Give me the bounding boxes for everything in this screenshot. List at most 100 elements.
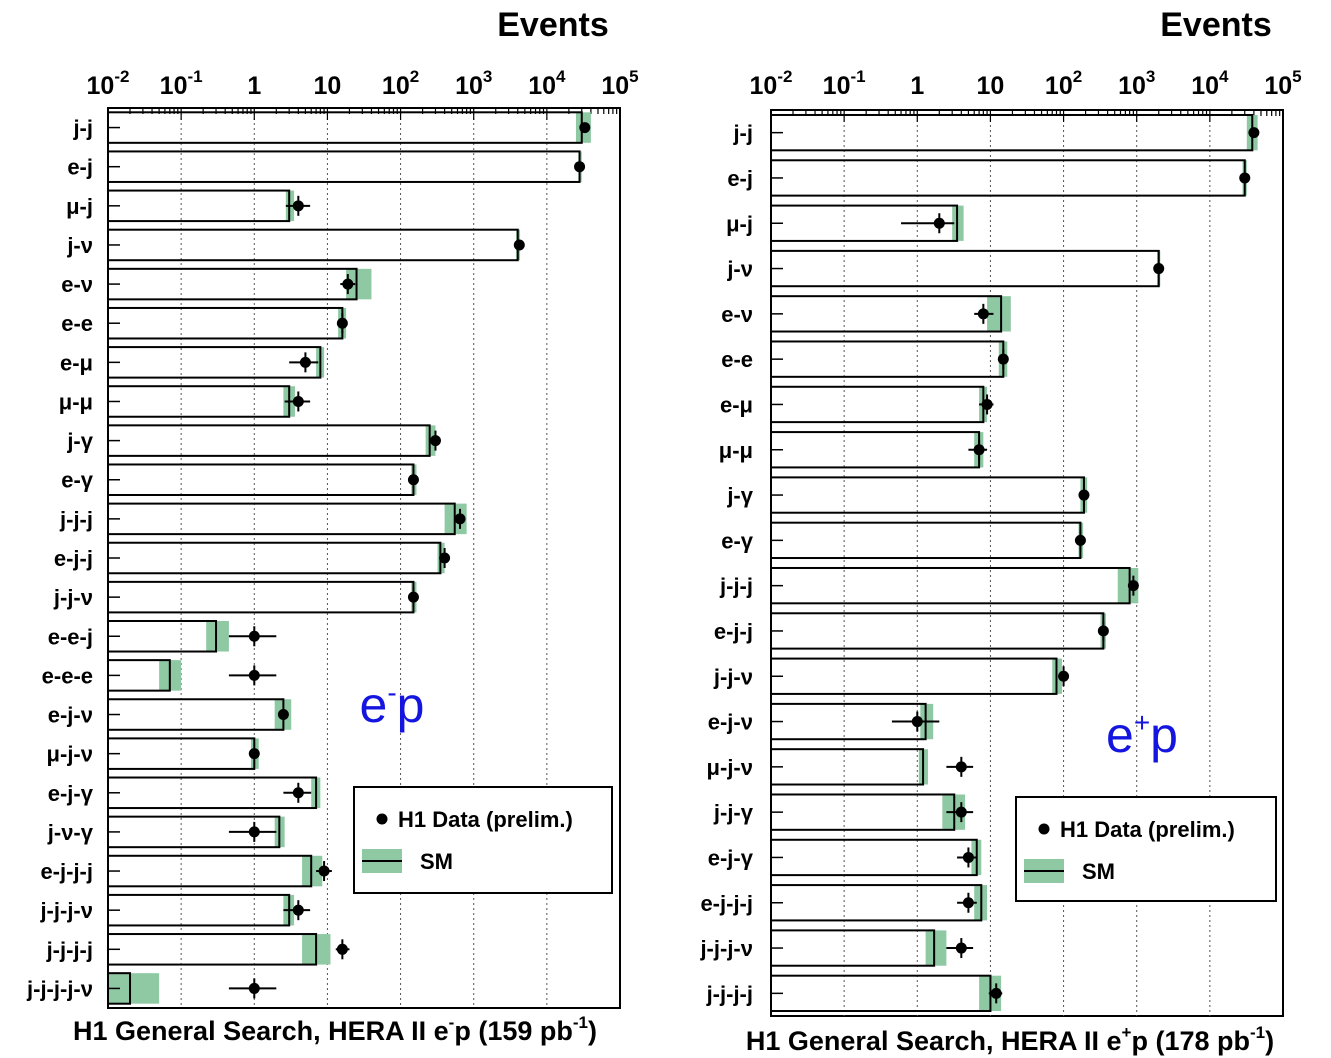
data-point	[1058, 670, 1070, 682]
data-point	[277, 709, 289, 721]
tick-label: 104	[1191, 67, 1229, 100]
tick-label: 1	[910, 72, 924, 100]
category-label: j-j-j-j-ν	[26, 976, 93, 1001]
category-label: j-γ	[726, 483, 753, 508]
data-point	[248, 630, 260, 642]
category-label: μ-j-ν	[47, 742, 93, 767]
beam-label: e-p	[360, 677, 425, 733]
legend-box	[353, 786, 613, 894]
category-label: e-j	[727, 166, 753, 191]
data-point	[990, 987, 1002, 999]
data-point	[292, 395, 304, 407]
data-point	[955, 761, 967, 773]
beam-label: e+p	[1106, 707, 1178, 763]
chart-panel-2: 10-2 10-1 1 10 102 103 104 105 Events j-j e-j μ-j j-…	[699, 6, 1301, 1056]
category-label: j-j-ν	[713, 664, 753, 689]
data-point	[973, 444, 985, 456]
category-label: j-j	[732, 121, 753, 146]
data-point	[955, 806, 967, 818]
footer-caption: H1 General Search, HERA II e-p (159 pb-1…	[73, 1013, 597, 1046]
tick-label: 102	[1045, 67, 1082, 100]
tick-label: 10-1	[823, 67, 866, 100]
data-point	[1248, 127, 1260, 139]
category-label: μ-μ	[59, 389, 93, 414]
legend-data-label: H1 Data (prelim.)	[398, 807, 573, 832]
data-point	[248, 982, 260, 994]
tick-label: 10-1	[160, 67, 203, 100]
data-point	[1078, 489, 1090, 501]
data-point	[439, 552, 451, 564]
data-point	[513, 239, 525, 251]
category-label: j-j-j-j	[46, 937, 93, 962]
data-point	[962, 851, 974, 863]
category-label: μ-j	[66, 194, 93, 219]
data-point	[574, 161, 586, 173]
sm-uncertainty-band	[987, 296, 1011, 332]
data-point	[955, 942, 967, 954]
tick-label: 103	[455, 67, 492, 100]
category-label: μ-j-ν	[707, 755, 753, 780]
category-label: e-j	[67, 155, 93, 180]
category-label: j-j-γ	[713, 800, 754, 825]
legend-data-marker	[376, 813, 388, 825]
data-point	[342, 278, 354, 290]
tick-label: 103	[1118, 67, 1155, 100]
legend-sm-label: SM	[420, 849, 453, 874]
tick-label: 10-2	[87, 67, 130, 100]
axis-title: Events	[497, 6, 609, 44]
category-label: e-j-j	[54, 546, 93, 571]
category-label: j-j-j	[59, 507, 93, 532]
legend-data-label: H1 Data (prelim.)	[1060, 817, 1235, 842]
data-point	[1153, 263, 1165, 275]
data-point	[579, 122, 591, 134]
data-point	[248, 669, 260, 681]
data-point	[318, 865, 330, 877]
tick-label: 105	[1264, 67, 1301, 100]
category-label: e-j-γ	[708, 845, 754, 870]
data-point	[407, 591, 419, 603]
category-label: j-γ	[66, 429, 93, 454]
legend-box	[1015, 796, 1277, 902]
category-label: j-ν-γ	[47, 820, 94, 845]
data-point	[336, 317, 348, 329]
axis-title: Events	[1160, 6, 1272, 44]
tick-label: 104	[528, 67, 566, 100]
data-point	[997, 353, 1009, 365]
category-label: e-j-j-j	[40, 859, 93, 884]
footer-caption: H1 General Search, HERA II e+p (178 pb-1…	[746, 1023, 1274, 1056]
category-label: e-μ	[60, 350, 93, 375]
category-label: j-j-j-ν	[699, 936, 753, 961]
sm-uncertainty-band	[206, 621, 229, 652]
category-label: j-j-ν	[53, 585, 93, 610]
data-point	[407, 474, 419, 486]
data-point	[933, 217, 945, 229]
data-point	[292, 787, 304, 799]
category-label: j-j-j-j	[706, 981, 753, 1006]
data-point	[1127, 580, 1139, 592]
category-label: e-μ	[720, 392, 753, 417]
tick-label: 10	[977, 72, 1005, 100]
category-label: e-j-ν	[48, 703, 93, 728]
category-label: e-j-γ	[48, 781, 94, 806]
category-label: e-e-e	[42, 663, 93, 688]
data-point	[962, 897, 974, 909]
category-label: e-γ	[721, 528, 754, 553]
category-label: e-γ	[61, 468, 94, 493]
category-label: j-ν	[726, 257, 753, 282]
tick-label: 10	[314, 72, 342, 100]
category-label: e-ν	[61, 272, 93, 297]
chart-panel-1: 10-2 10-1 1 10 102 103 104 105 Events j-j e-j μ-j j-…	[26, 6, 639, 1046]
category-label: e-ν	[721, 302, 753, 327]
category-label: j-j	[72, 116, 93, 141]
category-label: e-j-j-j	[700, 891, 753, 916]
category-label: e-e	[721, 347, 753, 372]
category-label: j-ν	[66, 233, 93, 258]
data-point	[429, 435, 441, 447]
category-label: j-j-j	[719, 574, 753, 599]
legend-data-marker	[1038, 823, 1050, 835]
data-point	[292, 904, 304, 916]
data-point	[911, 716, 923, 728]
category-label: e-e	[61, 311, 93, 336]
tick-label: 10-2	[750, 67, 793, 100]
